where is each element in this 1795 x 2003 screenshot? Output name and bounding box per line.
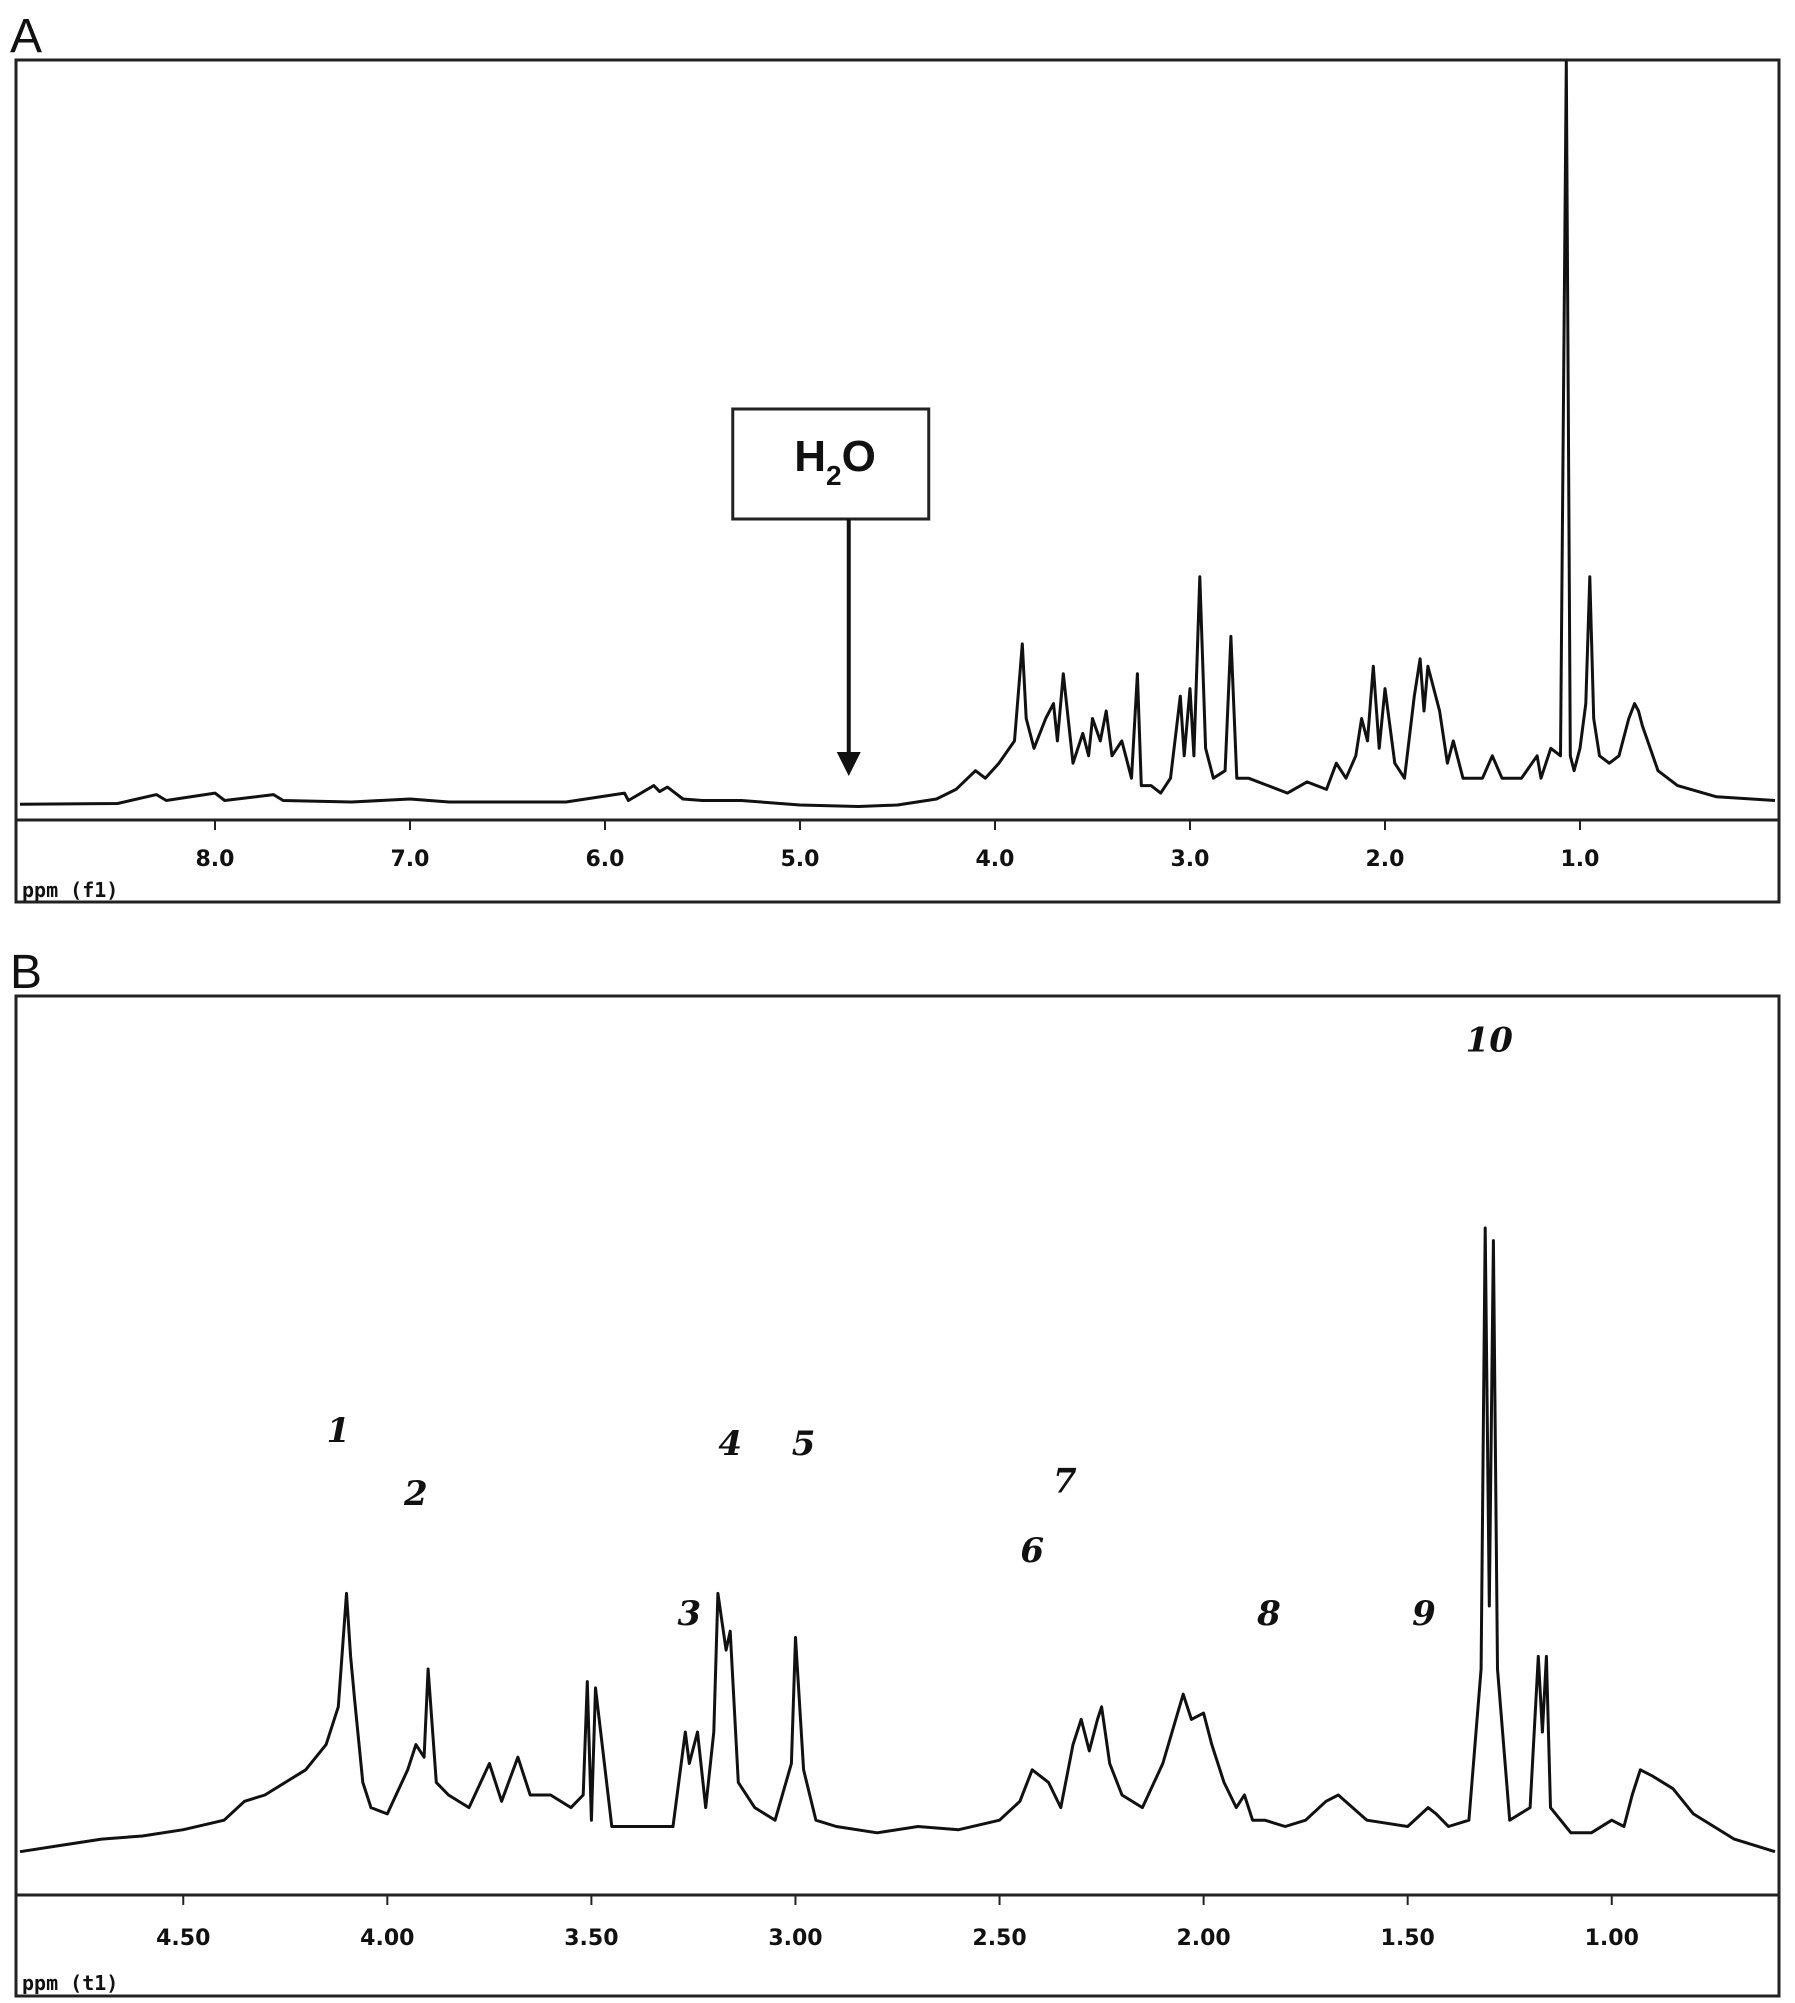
water-annotation-label: H2O bbox=[794, 432, 876, 491]
panel-a-spectrum-line bbox=[19, 60, 1776, 808]
panel-letter-a: A bbox=[10, 10, 42, 63]
peak-label-5: 5 bbox=[792, 1424, 816, 1464]
panel-a-x-tick-label: 5.0 bbox=[781, 847, 820, 872]
water-annotation: H2O bbox=[731, 407, 931, 776]
peak-label-9: 9 bbox=[1412, 1594, 1436, 1634]
panel-a-x-axis-title: ppm (f1) bbox=[22, 878, 118, 902]
panel-b-x-ticks: 4.50 4.00 3.50 3.00 2.50 2.00 1.50 1.00 bbox=[156, 1895, 1639, 1951]
panel-b-x-tick-label: 1.50 bbox=[1381, 1926, 1435, 1951]
panel-a-x-ticks: 8.0 7.0 6.0 5.0 4.0 3.0 2.0 1.0 bbox=[196, 820, 1600, 872]
water-annotation-arrowhead bbox=[836, 752, 861, 776]
panel-b-x-axis-title: ppm (t1) bbox=[22, 1971, 118, 1995]
peak-label-7: 7 bbox=[1053, 1462, 1077, 1502]
peak-label-2: 2 bbox=[403, 1474, 428, 1514]
panel-a-x-tick-label: 6.0 bbox=[586, 847, 625, 872]
panel-b-x-tick-label: 3.00 bbox=[768, 1926, 822, 1951]
panel-b-x-tick-label: 2.50 bbox=[972, 1926, 1026, 1951]
panel-b: ppm (t1) 4.50 4.00 3.50 3.00 2.50 2.00 1.50 1.0… bbox=[14, 994, 1781, 1998]
peak-label-4: 4 bbox=[718, 1424, 742, 1464]
peak-label-3: 3 bbox=[678, 1594, 702, 1634]
peak-label-1: 1 bbox=[327, 1411, 351, 1451]
panel-a-x-tick-label: 8.0 bbox=[196, 847, 235, 872]
panel-a-x-tick-label: 7.0 bbox=[391, 847, 430, 872]
panel-b-x-tick-label: 4.00 bbox=[360, 1926, 414, 1951]
panel-a-x-tick-label: 1.0 bbox=[1561, 847, 1600, 872]
panel-b-x-tick-label: 3.50 bbox=[564, 1926, 618, 1951]
peak-label-10: 10 bbox=[1466, 1021, 1514, 1061]
panel-b-peak-labels: 1 2 3 4 5 67 8 9 10 bbox=[327, 1021, 1514, 1634]
panel-b-frame bbox=[14, 994, 1781, 1998]
panel-a-x-tick-label: 2.0 bbox=[1366, 847, 1405, 872]
panel-a-x-tick-label: 4.0 bbox=[976, 847, 1015, 872]
panel-b-x-tick-label: 4.50 bbox=[156, 1926, 210, 1951]
panel-a-x-tick-label: 3.0 bbox=[1171, 847, 1210, 872]
water-annotation-box bbox=[731, 407, 931, 521]
panel-a-frame bbox=[14, 58, 1781, 904]
panel-b-x-tick-label: 2.00 bbox=[1176, 1926, 1230, 1951]
peak-label-6: 6 bbox=[1020, 1531, 1044, 1571]
panel-a: ppm (f1) 8.0 7.0 6.0 5.0 4.0 3.0 2.0 1.0 H2O bbox=[14, 58, 1781, 904]
panel-letter-b: B bbox=[10, 946, 42, 999]
panel-b-x-tick-label: 1.00 bbox=[1585, 1926, 1639, 1951]
panel-b-spectrum-line bbox=[19, 1226, 1776, 1854]
peak-label-8: 8 bbox=[1256, 1594, 1281, 1634]
